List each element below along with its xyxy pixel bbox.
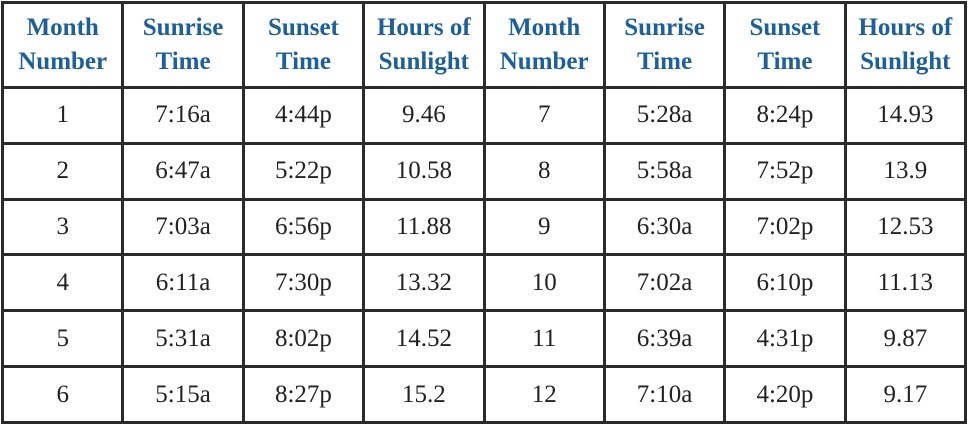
table-cell: 4:44p	[241, 86, 366, 145]
table-cell: 5:22p	[241, 141, 366, 201]
table-cell: 5	[0, 309, 125, 369]
table-cell: 12	[482, 365, 606, 424]
table-body: 1 7:16a 4:44p 9.46 7 5:28a 8:24p 14.93 2 6:47a 5:2…	[0, 86, 968, 424]
table-cell: 6:30a	[602, 197, 727, 257]
table-cell: 4:31p	[723, 309, 847, 369]
table-head: Month Number Sunrise Time Sunset Time Hours…	[0, 1, 968, 89]
table-cell: 1	[0, 86, 125, 145]
header-cell: Sunrise Time	[121, 1, 245, 89]
header-cell: Sunset Time	[241, 1, 366, 89]
header-cell: Hours of Sunlight	[362, 1, 486, 89]
table-row: 2 6:47a 5:22p 10.58 8 5:58a 7:52p 13.9	[0, 141, 968, 201]
table-cell: 12.53	[843, 197, 968, 257]
table-row: 5 5:31a 8:02p 14.52 11 6:39a 4:31p 9.87	[0, 309, 968, 369]
table-cell: 9	[482, 197, 606, 257]
table-row: 4 6:11a 7:30p 13.32 10 7:02a 6:10p 11.13	[0, 253, 968, 313]
table-cell: 8:24p	[723, 86, 847, 145]
table-cell: 10	[482, 253, 606, 313]
table-cell: 6:47a	[121, 141, 245, 201]
table-cell: 7:30p	[241, 253, 366, 313]
table-cell: 5:28a	[602, 86, 727, 145]
table-cell: 9.87	[843, 309, 968, 369]
header-cell: Hours of Sunlight	[843, 1, 968, 89]
table-cell: 14.52	[362, 309, 486, 369]
table-cell: 8	[482, 141, 606, 201]
table-cell: 10.58	[362, 141, 486, 201]
table-cell: 7:16a	[121, 86, 245, 145]
table-cell: 6:39a	[602, 309, 727, 369]
table-cell: 15.2	[362, 365, 486, 424]
table-row: 6 5:15a 8:27p 15.2 12 7:10a 4:20p 9.17	[0, 365, 968, 424]
table-cell: 7:52p	[723, 141, 847, 201]
table-cell: 3	[0, 197, 125, 257]
table-cell: 2	[0, 141, 125, 201]
table-cell: 8:27p	[241, 365, 366, 424]
table-cell: 6:11a	[121, 253, 245, 313]
table-row: 1 7:16a 4:44p 9.46 7 5:28a 8:24p 14.93	[0, 86, 968, 145]
table-cell: 5:15a	[121, 365, 245, 424]
table-cell: 6	[0, 365, 125, 424]
table-cell: 5:31a	[121, 309, 245, 369]
table-cell: 4:20p	[723, 365, 847, 424]
header-cell: Sunrise Time	[602, 1, 727, 89]
table-cell: 6:10p	[723, 253, 847, 313]
table-cell: 9.46	[362, 86, 486, 145]
table-cell: 11	[482, 309, 606, 369]
table-cell: 7:10a	[602, 365, 727, 424]
table-cell: 6:56p	[241, 197, 366, 257]
table-row: 3 7:03a 6:56p 11.88 9 6:30a 7:02p 12.53	[0, 197, 968, 257]
table-cell: 8:02p	[241, 309, 366, 369]
table-cell: 13.32	[362, 253, 486, 313]
table-cell: 11.13	[843, 253, 968, 313]
table-cell: 7:03a	[121, 197, 245, 257]
table-cell: 7:02p	[723, 197, 847, 257]
table-cell: 5:58a	[602, 141, 727, 201]
header-row: Month Number Sunrise Time Sunset Time Hours…	[0, 1, 968, 89]
header-cell: Month Number	[0, 1, 125, 89]
table-cell: 4	[0, 253, 125, 313]
header-cell: Month Number	[482, 1, 606, 89]
table-cell: 13.9	[843, 141, 968, 201]
table-cell: 14.93	[843, 86, 968, 145]
table-cell: 9.17	[843, 365, 968, 424]
table-cell: 7	[482, 86, 606, 145]
header-cell: Sunset Time	[723, 1, 847, 89]
table-cell: 11.88	[362, 197, 486, 257]
table-cell: 7:02a	[602, 253, 727, 313]
